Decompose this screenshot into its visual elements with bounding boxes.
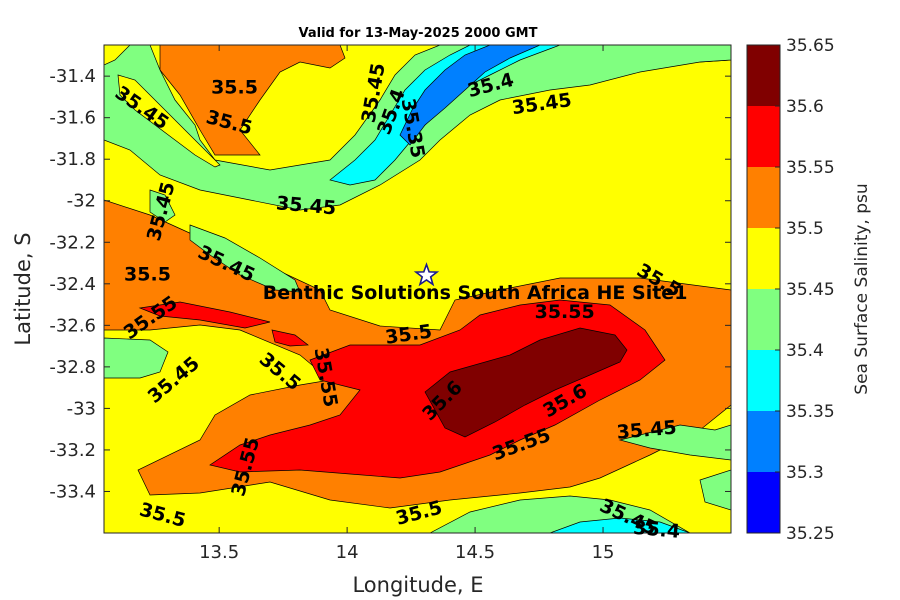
colorbar-tick-label: 35.65 — [786, 36, 835, 56]
contour-region-35.35-35.4-south — [549, 517, 691, 533]
x-tick-label: 14 — [336, 542, 359, 563]
colorbar-tick-label: 35.3 — [786, 463, 824, 483]
colorbar-tick-label: 35.6 — [786, 97, 824, 117]
site-annotation: Benthic Solutions South Africa HE Site1 — [263, 282, 688, 304]
contour-region-35.45-35.5-inner — [117, 74, 221, 168]
colorbar-tick-label: 35.25 — [786, 524, 835, 544]
contour-label: 35.45 — [275, 192, 337, 219]
colorbar-tick-label: 35.55 — [786, 158, 835, 178]
colorbar-tick-label: 35.5 — [786, 219, 824, 239]
colorbar-tick-label: 35.4 — [786, 341, 824, 361]
y-tick-label: -32.2 — [49, 232, 96, 253]
colorbar-segment — [747, 411, 780, 472]
y-tick-label: -32.8 — [49, 357, 96, 378]
colorbar-segment — [747, 472, 780, 533]
x-tick-label: 13.5 — [199, 542, 239, 563]
contour-region-35.55-35.6-west — [138, 301, 271, 329]
y-tick-label: -31.4 — [49, 66, 96, 87]
site-star-marker — [413, 262, 440, 287]
contour-region-35.4-35.45-se2 — [699, 469, 731, 511]
contour-region-35.35-35.4 — [329, 45, 561, 186]
colorbar-segment — [747, 106, 780, 167]
contour-label: 35.5 — [124, 263, 171, 285]
colorbar-segment — [747, 45, 780, 106]
y-tick-label: -31.8 — [49, 149, 96, 170]
contour-label: 35.45 — [616, 417, 678, 444]
contour-region-35.4-35.45-sw — [104, 337, 169, 379]
contour-region-35.4-35.45-diag — [189, 224, 301, 293]
colorbar-segment — [747, 167, 780, 228]
x-axis-label: Longitude, E — [352, 573, 483, 597]
y-tick-label: -33.2 — [49, 440, 96, 461]
colorbar-segment — [747, 228, 780, 289]
y-tick-label: -31.6 — [49, 108, 96, 129]
contour-region-35.55-35.6-small — [271, 329, 309, 347]
contour-region-35.6-35.65 — [424, 327, 628, 438]
x-tick-label: 14.5 — [455, 542, 495, 563]
colorbar-tick-label: 35.35 — [786, 402, 835, 422]
contour-label: 35.5 — [211, 77, 258, 99]
plot-frame — [103, 44, 732, 534]
y-tick-label: -32.4 — [49, 274, 96, 295]
chart-title: Valid for 13-May-2025 2000 GMT — [299, 26, 538, 41]
contour-region-35.4-35.45-mid — [149, 189, 176, 223]
y-tick-label: -33 — [67, 398, 96, 419]
colorbar-segment — [747, 350, 780, 411]
contour-region-35.4-35.45-se — [618, 424, 731, 461]
y-tick-label: -33.4 — [49, 481, 96, 502]
colorbar-segment — [747, 289, 780, 350]
contour-region-35.5-35.55-north — [159, 45, 346, 156]
contour-region-35.45-35.5-inner2 — [104, 45, 131, 66]
contour-fill-layer — [104, 45, 731, 533]
colorbar-label: Sea Surface Salinity, psu — [852, 183, 872, 394]
y-tick-label: -32.6 — [49, 315, 96, 336]
x-tick-label: 15 — [592, 542, 615, 563]
y-tick-label: -32 — [67, 191, 96, 212]
colorbar-tick-label: 35.45 — [786, 280, 835, 300]
y-axis-label: Latitude, S — [11, 232, 35, 345]
contour-region-35.3-35.35 — [399, 45, 541, 146]
axis-ticks: 13.5 14 14.5 15 -31.4 -31.6 -31.8 -32 -32.2 -32.4… — [49, 45, 731, 563]
contour-label: 35.55 — [535, 301, 595, 323]
contour-label: 35.4 — [632, 517, 681, 543]
colorbar: 35.25 35.3 35.35 35.4 35.45 35.5 35.55 35.6 35.6… — [746, 36, 835, 544]
